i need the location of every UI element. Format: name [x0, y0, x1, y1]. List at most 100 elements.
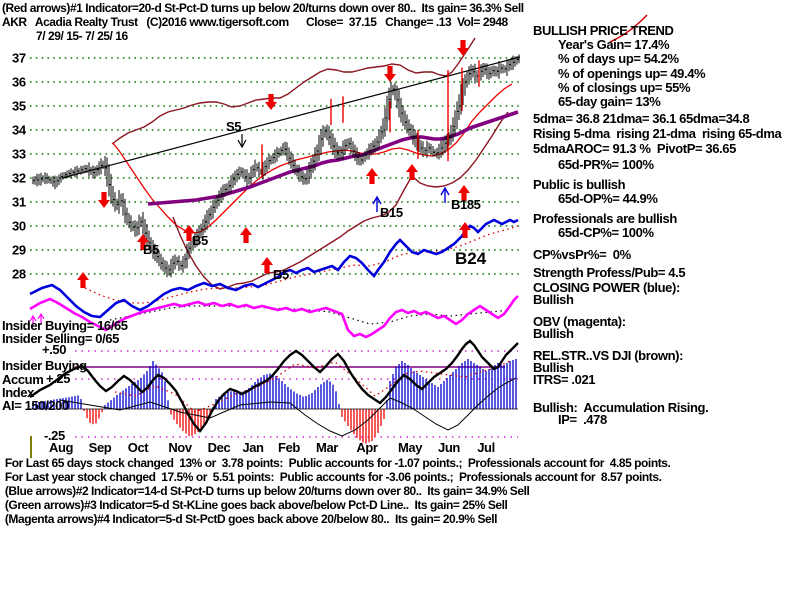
right-panel-line-23: Bullish: Accumulation Rising.	[533, 400, 709, 415]
right-panel-line-22: ITRS= .021	[533, 372, 596, 387]
right-panel-line-13: 65d-CP%= 100%	[558, 225, 654, 240]
red-up-arrow-icon	[261, 257, 273, 273]
left-label-6: Index	[2, 385, 34, 400]
upper-band-line	[111, 37, 476, 145]
footer-line-2: (Blue arrows)#2 Indicator=14-d St-Pct-D …	[2, 484, 530, 498]
month-label-nov: Nov	[168, 440, 192, 455]
red-down-arrow-icon	[384, 66, 396, 82]
left-label-3: Insider Buying	[2, 358, 87, 373]
month-label-feb: Feb	[278, 440, 300, 455]
month-label-may: May	[397, 440, 423, 455]
left-label-0: Insider Buying= 16/65	[2, 318, 128, 333]
month-label-jun: Jun	[438, 440, 460, 455]
right-panel-line-24: IP= .478	[558, 412, 607, 427]
left-label-8: -.25	[44, 428, 65, 443]
right-panel-line-2: % of days up= 54.2%	[558, 51, 679, 66]
blue-up-arrow-icon	[372, 195, 382, 212]
red-up-arrow-icon	[183, 225, 195, 241]
right-panel-line-7: Rising 5-dma rising 21-dma rising 65-dma	[533, 126, 782, 141]
obv-line	[29, 295, 519, 339]
indicator1-legend: (Red arrows)#1 Indicator=20-d St-Pct-D t…	[2, 1, 524, 15]
month-label-apr: Apr	[356, 440, 378, 455]
month-label-jan: Jan	[242, 440, 264, 455]
month-label-sep: Sep	[88, 440, 112, 455]
price-tick-32: 32	[12, 170, 26, 186]
month-label-dec: Dec	[207, 440, 231, 455]
closing-power-ma-dotted	[84, 225, 519, 304]
right-panel-line-18: OBV (magenta):	[533, 314, 626, 329]
date-range: 7/ 29/ 15- 7/ 25/ 16	[36, 29, 128, 43]
red-up-arrow-icon	[459, 222, 471, 238]
price-tick-33: 33	[12, 146, 26, 162]
signal-label-b5: B5	[192, 233, 208, 248]
right-panel-line-5: 65-day gain= 13%	[558, 94, 661, 109]
right-panel-line-11: 65d-OP%= 44.9%	[558, 191, 658, 206]
magenta-up-arrow-icon	[29, 314, 37, 326]
right-panel-line-4: % of closings up= 55%	[558, 80, 691, 95]
month-label-oct: Oct	[127, 440, 149, 455]
ma65-line	[147, 110, 519, 206]
right-panel-line-21: Bullish	[533, 360, 574, 375]
right-panel-line-0: BULLISH PRICE TREND	[533, 23, 674, 38]
left-label-5: +.25	[46, 371, 71, 386]
signal-label-b5: B5	[273, 267, 289, 282]
month-label-jul: Jul	[477, 440, 495, 455]
price-tick-29: 29	[12, 242, 26, 258]
left-label-1: Insider Selling= 0/65	[2, 331, 119, 346]
left-label-4: Accum	[2, 372, 44, 387]
right-panel-line-12: Professionals are bullish	[533, 211, 677, 226]
trendline	[61, 56, 521, 179]
ai-thin-line	[59, 377, 517, 437]
obv-ma-dotted	[109, 305, 511, 325]
footer-line-3: (Green arrows)#3 Indicator=5-d St-KLine …	[2, 498, 508, 512]
red-up-arrow-icon	[77, 272, 89, 288]
red-down-arrow-icon	[457, 40, 469, 56]
right-panel-line-20: REL.STR..VS DJI (brown):	[533, 348, 684, 363]
black-down-arrow-icon	[237, 134, 247, 149]
red-up-arrow-icon	[137, 234, 149, 250]
footer-line-1: For Last year stock changed 17.5% or 5.5…	[2, 470, 662, 484]
right-panel-line-10: Public is bullish	[533, 177, 626, 192]
title-line: AKR Acadia Realty Trust (C)2016 www.tige…	[2, 15, 508, 29]
signal-label-b5: B5	[143, 242, 159, 257]
stray-band-stroke	[609, 14, 648, 43]
month-label-mar: Mar	[316, 440, 338, 455]
footer-line-0: For Last 65 days stock changed 13% or 3.…	[2, 456, 671, 470]
left-label-7: AI= 150/200	[2, 398, 69, 413]
price-tick-34: 34	[12, 122, 26, 138]
magenta-up-arrow-icon	[37, 312, 45, 324]
red-up-arrow-icon	[366, 168, 378, 184]
red-down-arrow-icon	[98, 192, 110, 208]
price-tick-28: 28	[12, 266, 26, 282]
right-panel-line-15: Strength Profess/Pub= 4.5	[533, 265, 686, 280]
signal-label-b15: B15	[380, 205, 403, 220]
price-tick-30: 30	[12, 218, 26, 234]
right-panel-line-6: 5dma= 36.8 21dma= 36.1 65dma=34.8	[533, 111, 750, 126]
accumulation-index-line	[29, 339, 519, 433]
price-tick-36: 36	[12, 74, 26, 90]
right-panel-line-17: Bullish	[533, 292, 574, 307]
right-panel-line-1: Year's Gain= 17.4%	[558, 37, 670, 52]
red-up-arrow-icon	[240, 227, 252, 243]
signal-label-s5: S5	[226, 119, 242, 134]
price-tick-31: 31	[12, 194, 26, 210]
price-tick-35: 35	[12, 98, 26, 114]
right-panel-line-14: CP%vsPr%= 0%	[533, 247, 631, 262]
right-panel-line-16: CLOSING POWER (blue):	[533, 280, 680, 295]
right-panel-line-9: 65d-PR%= 100%	[558, 157, 654, 172]
price-tick-37: 37	[12, 50, 26, 66]
red-up-arrow-icon	[458, 185, 470, 201]
footer-line-4: (Magenta arrows)#4 Indicator=5-d St-PctD…	[2, 512, 498, 526]
signal-label-b24: B24	[455, 249, 487, 268]
right-panel-line-19: Bullish	[533, 326, 574, 341]
left-label-2: +.50	[42, 342, 67, 357]
signal-label-b185: B185	[451, 197, 481, 212]
red-down-arrow-icon	[265, 94, 277, 110]
right-panel-line-8: 5dmaAROC= 91.3 % PivotP= 36.65	[533, 141, 736, 156]
right-panel-line-3: % of openings up= 49.4%	[558, 66, 706, 81]
blue-up-arrow-icon	[440, 186, 450, 203]
month-label-aug: Aug	[48, 440, 74, 455]
red-up-arrow-icon	[406, 164, 418, 180]
